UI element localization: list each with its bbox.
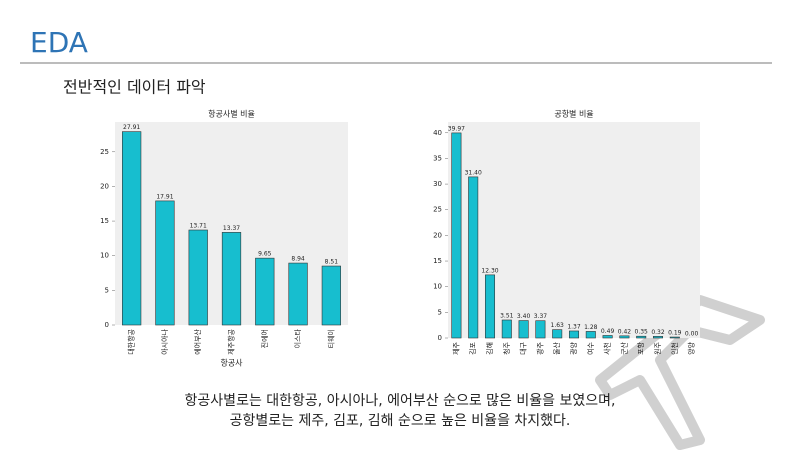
y-tick-label: 20 (433, 231, 442, 239)
x-tick-label: 제주항공 (227, 328, 236, 354)
y-tick-label: 10 (100, 252, 109, 260)
x-tick-label: 여수 (586, 341, 595, 354)
y-tick-label: 5 (438, 308, 442, 316)
x-tick-label: 청주 (503, 341, 511, 354)
y-tick-label: 40 (433, 129, 442, 137)
bar (155, 200, 175, 326)
y-tick-label: 15 (433, 257, 442, 265)
value-label: 3.37 (534, 313, 548, 320)
x-tick-label: 양양 (688, 341, 696, 354)
value-label: 13.71 (190, 223, 207, 230)
value-label: 0.35 (635, 329, 649, 336)
value-label: 0.19 (668, 330, 682, 337)
x-tick-label: 진에어 (260, 329, 269, 348)
subtitle: 전반적인 데이터 파악 (63, 78, 206, 97)
chart-title: 항공사별 비율 (208, 109, 255, 119)
value-label: 13.37 (223, 225, 240, 232)
bar (321, 265, 341, 326)
watermark (595, 295, 765, 450)
caption-line: 항공사별로는 대한항공, 아시아나, 에어부산 순으로 많은 비율을 보였으며, (185, 393, 616, 409)
bar (652, 336, 664, 339)
value-label: 0.32 (651, 329, 665, 336)
x-tick-label: 광양 (570, 341, 578, 354)
value-label: 12.30 (481, 267, 498, 274)
value-label: 17.91 (156, 193, 173, 200)
bar (602, 335, 613, 339)
x-tick-label: 사천 (603, 342, 612, 355)
value-label: 3.51 (500, 312, 514, 319)
x-tick-label: 광주 (536, 341, 544, 354)
bar (552, 329, 563, 339)
value-label: 39.97 (448, 125, 465, 132)
value-label: 0.00 (685, 331, 699, 338)
value-label: 27.91 (123, 124, 140, 131)
bar (535, 320, 546, 339)
bar (288, 262, 308, 326)
bar (484, 274, 496, 339)
x-tick-label: 티웨이 (326, 329, 335, 348)
x-tick-label: 제주 (452, 341, 460, 354)
bar (568, 330, 580, 339)
bar (585, 331, 596, 339)
bar (255, 257, 275, 326)
caption-line: 공항별로는 제주, 김포, 김해 순으로 높은 비율을 차지했다. (230, 413, 571, 429)
x-tick-label: 울산 (552, 341, 561, 354)
bar (636, 335, 647, 339)
bar (122, 131, 142, 326)
y-tick-label: 35 (433, 154, 442, 162)
value-label: 3.40 (517, 313, 531, 320)
value-label: 9.65 (258, 251, 272, 258)
bar (188, 229, 208, 326)
x-tick-label: 에어부산 (193, 328, 202, 354)
x-tick-label: 대구 (520, 341, 528, 354)
x-tick-label: 포항 (636, 341, 645, 354)
x-tick-label: 원주 (653, 341, 662, 354)
bar (451, 132, 462, 339)
bar (501, 319, 512, 339)
value-label: 31.40 (465, 169, 482, 176)
value-label: 0.49 (601, 328, 615, 335)
x-tick-label: 이스타 (293, 328, 302, 348)
y-tick-label: 0 (105, 321, 109, 329)
y-tick-label: 15 (100, 217, 109, 225)
chart-title: 공항별 비율 (554, 109, 593, 119)
y-tick-label: 25 (100, 148, 109, 156)
x-tick-label: 김포 (469, 341, 477, 354)
x-tick-label: 군산 (619, 341, 628, 354)
y-tick-label: 5 (105, 286, 109, 294)
bar (518, 320, 529, 339)
value-label: 8.94 (291, 256, 305, 263)
value-label: 8.51 (325, 259, 339, 266)
bar (221, 232, 242, 326)
bar (669, 336, 680, 339)
x-tick-label: 대한항공 (127, 328, 136, 354)
value-label: 0.42 (618, 328, 632, 335)
slide-title: EDA (30, 26, 88, 59)
value-label: 1.37 (567, 323, 581, 330)
x-tick-label: 아시아나 (160, 328, 169, 354)
bar (468, 176, 479, 339)
x-axis-label: 항공사 (220, 359, 243, 368)
y-tick-label: 25 (433, 206, 442, 214)
y-tick-label: 0 (438, 334, 442, 342)
y-tick-label: 30 (433, 180, 442, 188)
value-label: 1.28 (584, 324, 598, 331)
bar (619, 335, 630, 339)
x-tick-label: 인천 (670, 342, 679, 355)
x-tick-label: 김해 (485, 342, 494, 355)
value-label: 1.63 (551, 322, 565, 329)
y-tick-label: 20 (100, 182, 109, 190)
y-tick-label: 10 (433, 283, 442, 291)
